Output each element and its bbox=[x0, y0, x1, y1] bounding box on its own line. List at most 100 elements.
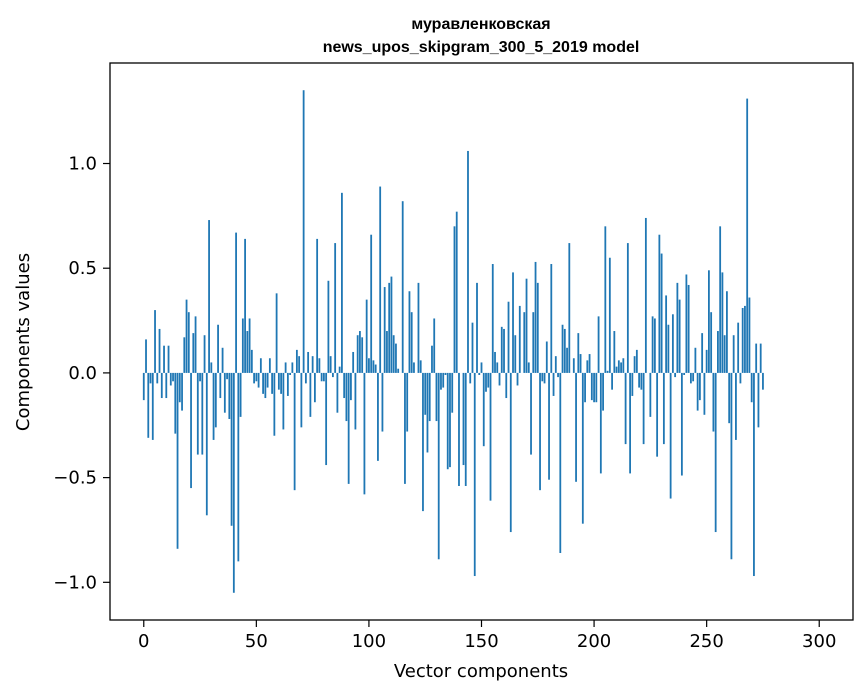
bar bbox=[622, 358, 625, 373]
bar bbox=[377, 372, 379, 461]
bar bbox=[753, 372, 755, 577]
bar bbox=[304, 372, 307, 384]
bar bbox=[561, 324, 564, 373]
x-tick-label: 250 bbox=[689, 631, 723, 652]
bar bbox=[232, 372, 235, 593]
bar bbox=[683, 372, 686, 375]
bar bbox=[392, 335, 395, 373]
x-tick-label: 0 bbox=[138, 631, 149, 652]
bar bbox=[588, 354, 591, 373]
bar bbox=[368, 358, 370, 373]
bar bbox=[235, 232, 237, 373]
bar bbox=[273, 372, 276, 436]
bar bbox=[446, 372, 449, 470]
bar bbox=[557, 372, 559, 378]
bar bbox=[577, 333, 580, 373]
bar bbox=[363, 372, 366, 495]
bar bbox=[347, 372, 350, 484]
bar bbox=[671, 314, 674, 373]
bar bbox=[541, 372, 544, 382]
bar bbox=[264, 372, 267, 399]
bar bbox=[611, 372, 613, 390]
bar bbox=[660, 253, 663, 373]
bar bbox=[624, 372, 627, 445]
bar bbox=[640, 372, 643, 390]
bar bbox=[737, 322, 740, 373]
bar bbox=[237, 372, 240, 562]
bar bbox=[687, 284, 690, 373]
bar bbox=[401, 201, 404, 373]
bar bbox=[291, 362, 294, 373]
bar bbox=[307, 351, 310, 373]
bar bbox=[730, 372, 733, 560]
x-axis-ticks: 0 50 100 150 200 250 300 bbox=[138, 620, 836, 652]
bar bbox=[359, 331, 361, 373]
bar bbox=[464, 372, 467, 486]
bar bbox=[726, 291, 728, 373]
bar bbox=[471, 322, 474, 373]
bar bbox=[228, 372, 231, 419]
bar bbox=[178, 372, 181, 403]
y-tick-label: 1.0 bbox=[68, 154, 97, 175]
bar bbox=[543, 372, 546, 384]
x-tick-label: 300 bbox=[802, 631, 836, 652]
bar bbox=[701, 333, 704, 373]
bar bbox=[379, 186, 382, 373]
bar bbox=[750, 372, 753, 403]
bar bbox=[183, 337, 186, 373]
bar bbox=[190, 372, 192, 489]
bar bbox=[642, 372, 645, 445]
bar bbox=[253, 372, 255, 384]
bar bbox=[469, 372, 472, 384]
bar bbox=[626, 243, 629, 373]
bar bbox=[539, 372, 541, 491]
bar bbox=[397, 368, 400, 373]
bar bbox=[160, 372, 163, 399]
bar bbox=[708, 270, 710, 373]
bar bbox=[579, 354, 582, 373]
bar bbox=[635, 349, 638, 373]
bar bbox=[185, 299, 188, 373]
bar bbox=[550, 264, 553, 373]
bar bbox=[284, 362, 287, 373]
bar bbox=[354, 372, 357, 430]
bar bbox=[723, 335, 726, 373]
bar bbox=[494, 351, 496, 373]
bar bbox=[356, 335, 359, 373]
bar bbox=[735, 372, 737, 440]
bar bbox=[717, 331, 719, 373]
bar bbox=[374, 364, 377, 373]
bar bbox=[644, 217, 647, 373]
bar bbox=[316, 238, 319, 373]
bar bbox=[572, 358, 575, 373]
bar bbox=[649, 372, 652, 417]
bar bbox=[370, 234, 373, 373]
bar bbox=[241, 318, 244, 373]
bar bbox=[534, 261, 537, 373]
bar bbox=[151, 372, 154, 440]
bar bbox=[217, 324, 219, 373]
bar bbox=[714, 372, 717, 533]
bar bbox=[293, 372, 296, 491]
bar bbox=[381, 372, 384, 432]
bar bbox=[699, 372, 701, 401]
bar bbox=[248, 318, 251, 373]
bar bbox=[417, 282, 420, 373]
bar bbox=[149, 372, 152, 384]
bar bbox=[199, 372, 201, 382]
bar bbox=[174, 372, 177, 434]
bar bbox=[336, 372, 339, 413]
bar bbox=[651, 316, 654, 373]
bar bbox=[408, 291, 411, 373]
bar bbox=[523, 312, 526, 373]
bar bbox=[615, 366, 618, 373]
bar bbox=[476, 282, 478, 373]
bar bbox=[503, 328, 505, 373]
bar bbox=[214, 372, 217, 428]
bar bbox=[498, 372, 501, 386]
bar bbox=[759, 343, 762, 373]
bar bbox=[192, 333, 195, 373]
bar bbox=[678, 299, 681, 373]
bar bbox=[710, 312, 713, 373]
